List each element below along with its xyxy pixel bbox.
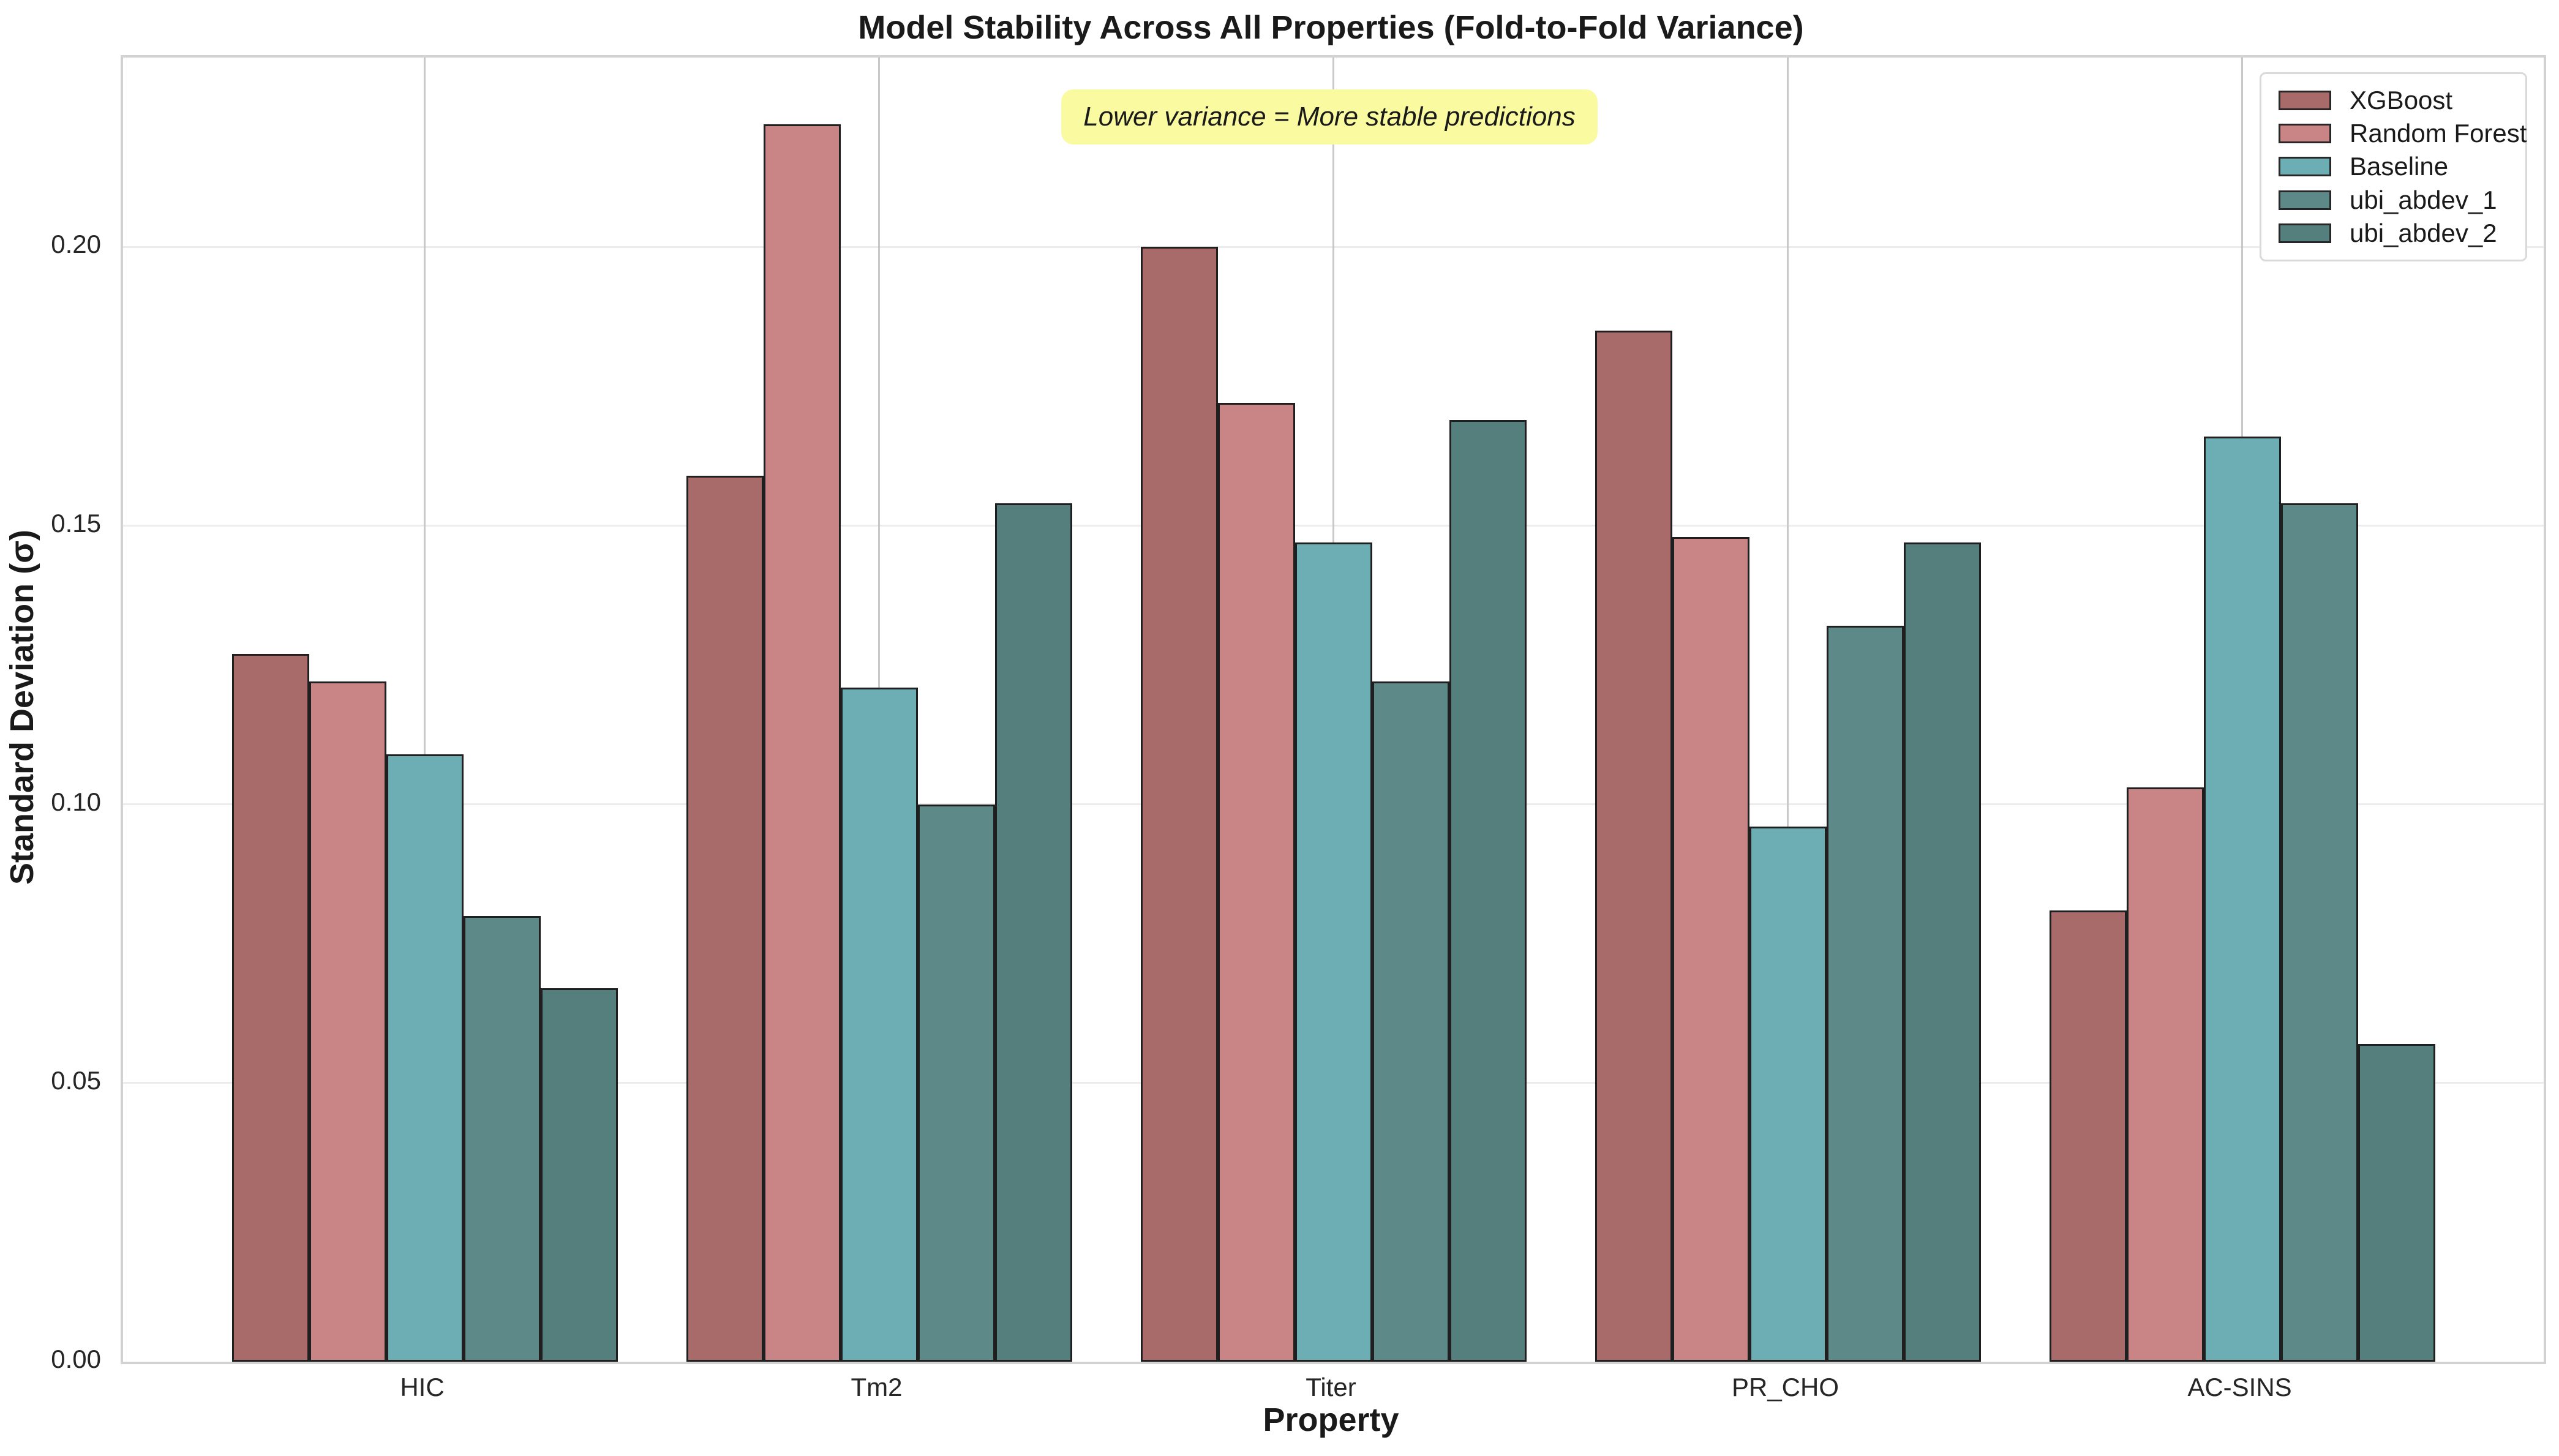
plot-area (121, 55, 2546, 1364)
bar-ubi-abdev-1-pr-cho (1826, 626, 1904, 1362)
bar-baseline-ac-sins (2203, 436, 2281, 1362)
y-tick-label: 0.10 (51, 787, 101, 816)
y-tick-label: 0.05 (51, 1065, 101, 1095)
bar-ubi-abdev-2-pr-cho (1903, 542, 1981, 1362)
bar-random-forest-hic (309, 681, 386, 1362)
y-tick-label: 0.15 (51, 508, 101, 538)
legend-label: ubi_abdev_2 (2350, 218, 2497, 247)
legend-item: Random Forest (2279, 119, 2527, 148)
x-category-label: Tm2 (851, 1373, 903, 1402)
x-category-label: AC-SINS (2187, 1373, 2292, 1402)
bar-baseline-titer (1295, 542, 1372, 1362)
legend-swatch (2279, 223, 2331, 243)
legend-item: XGBoost (2279, 86, 2525, 115)
bar-ubi-abdev-1-tm2 (917, 804, 995, 1362)
legend-label: Baseline (2350, 152, 2449, 181)
y-axis-label: Standard Deviation (σ) (4, 530, 40, 885)
bar-ubi-abdev-2-titer (1449, 419, 1527, 1362)
y-tick-label: 0.20 (51, 230, 101, 259)
x-category-label: Titer (1306, 1373, 1356, 1402)
legend-item: Baseline (2279, 152, 2525, 181)
x-category-label: PR_CHO (1731, 1373, 1839, 1402)
bar-ubi-abdev-1-titer (1372, 681, 1449, 1362)
gridline-vertical (1787, 58, 1789, 1362)
annotation-text: Lower variance = More stable predictions (1083, 102, 1576, 132)
bar-random-forest-pr-cho (1672, 536, 1749, 1362)
bar-ubi-abdev-2-hic (540, 988, 618, 1362)
legend-swatch (2279, 91, 2331, 111)
bar-xgboost-hic (231, 653, 309, 1362)
legend-item: ubi_abdev_2 (2279, 219, 2525, 248)
bar-ubi-abdev-2-tm2 (994, 503, 1072, 1362)
legend-item: ubi_abdev_1 (2279, 186, 2525, 215)
x-category-label: HIC (400, 1373, 445, 1402)
y-tick-label: 0.00 (51, 1345, 101, 1373)
bar-ubi-abdev-1-hic (463, 915, 541, 1362)
legend-swatch (2279, 190, 2331, 210)
bar-baseline-tm2 (840, 687, 918, 1362)
bar-xgboost-pr-cho (1595, 331, 1672, 1362)
legend-label: Random Forest (2350, 119, 2527, 148)
bar-ubi-abdev-1-ac-sins (2280, 503, 2358, 1362)
legend-label: XGBoost (2350, 86, 2453, 115)
bar-baseline-hic (386, 754, 464, 1362)
legend-swatch (2279, 157, 2331, 177)
chart-title: Model Stability Across All Properties (F… (858, 9, 1804, 46)
annotation-box: Lower variance = More stable predictions (1061, 89, 1598, 144)
x-axis-label: Property (1263, 1402, 1399, 1438)
legend-label: ubi_abdev_1 (2350, 185, 2497, 214)
legend-swatch (2279, 124, 2331, 144)
bar-xgboost-tm2 (686, 475, 764, 1362)
bar-random-forest-ac-sins (2126, 787, 2204, 1362)
bar-ubi-abdev-2-ac-sins (2358, 1044, 2435, 1362)
bar-random-forest-titer (1217, 403, 1295, 1362)
bar-xgboost-ac-sins (2049, 910, 2127, 1362)
bar-baseline-pr-cho (1749, 827, 1827, 1362)
gridline-vertical (424, 58, 426, 1362)
bar-random-forest-tm2 (763, 124, 841, 1362)
bar-xgboost-titer (1140, 247, 1218, 1362)
